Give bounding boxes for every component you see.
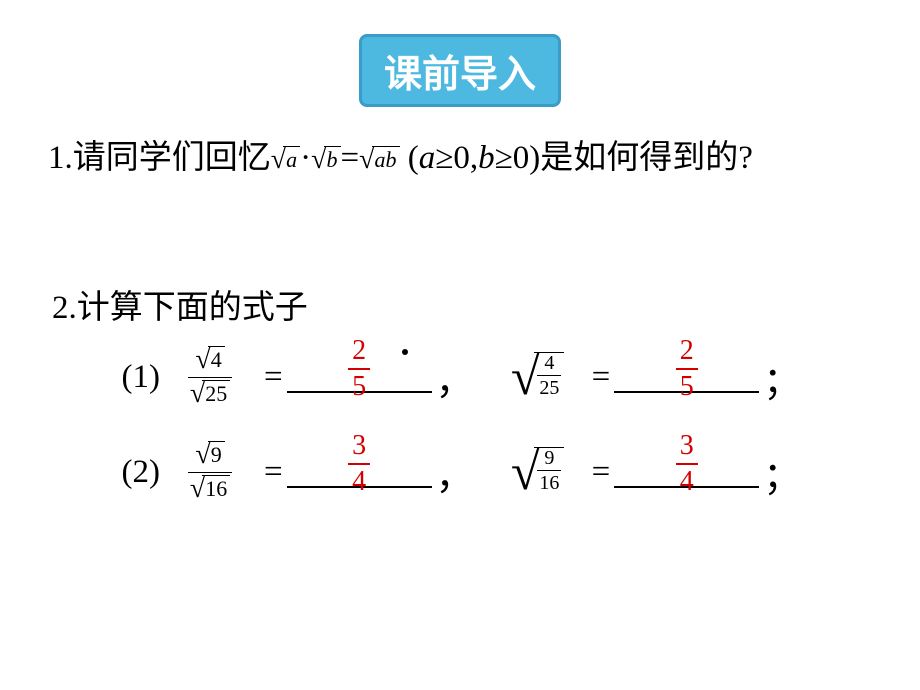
ge2: ≥0) (495, 140, 541, 176)
sqrt-a: √a (271, 146, 300, 174)
row-label: (1) (100, 359, 160, 396)
equals-sign: = (588, 359, 615, 396)
separator: ， (432, 350, 488, 405)
answer-fraction: 2 5 (348, 331, 370, 401)
question-1: 1.请同学们回忆√a·√b=√ab (a≥0,b≥0)是如何得到的? (48, 134, 878, 184)
row-end: ； (759, 350, 801, 405)
problem-row: (1) √4 √25 = 2 5 ， √ (100, 330, 880, 425)
answer-fraction: 2 5 (676, 331, 698, 401)
answer-blank: 3 4 (287, 458, 432, 488)
answer-fraction: 3 4 (348, 426, 370, 496)
equals-sign: = (260, 359, 287, 396)
eq: = (341, 140, 360, 176)
q1-suffix: 是如何得到的? (540, 140, 753, 176)
answer-blank: 3 4 (614, 458, 759, 488)
header-title-box: 课前导入 (359, 34, 561, 107)
expr-sqrt-quotient: √ 4 25 (488, 352, 588, 404)
q1-formula: √a·√b=√ab (a≥0,b≥0) (271, 140, 540, 176)
dot: · (300, 140, 311, 176)
header-title: 课前导入 (384, 54, 536, 96)
q2-text: 2.计算下面的式子 (52, 290, 308, 326)
sqrt-ab: √ab (359, 146, 399, 174)
answer-fraction: 3 4 (676, 426, 698, 496)
equals-sign: = (588, 454, 615, 491)
separator: ， (432, 445, 488, 500)
paren-open: ( (408, 140, 419, 176)
row-label: (2) (100, 454, 160, 491)
expr-sqrt-quotient: √ 9 16 (488, 447, 588, 499)
expr-quotient-sqrt: √9 √16 (160, 441, 260, 504)
row-end: ； (759, 445, 801, 500)
var-a: a (419, 140, 436, 176)
sqrt-b: √b (311, 146, 340, 174)
answer-blank: 2 5 (287, 363, 432, 393)
var-b: b (478, 140, 495, 176)
question-2-intro: 2.计算下面的式子 (52, 280, 308, 328)
problems-block: (1) √4 √25 = 2 5 ， √ (100, 330, 880, 520)
ge1: ≥0, (435, 140, 478, 176)
expr-quotient-sqrt: √4 √25 (160, 346, 260, 409)
answer-blank: 2 5 (614, 363, 759, 393)
q1-prefix: 1.请同学们回忆 (48, 140, 271, 176)
equals-sign: = (260, 454, 287, 491)
problem-row: (2) √9 √16 = 3 4 ， √ (100, 425, 880, 520)
